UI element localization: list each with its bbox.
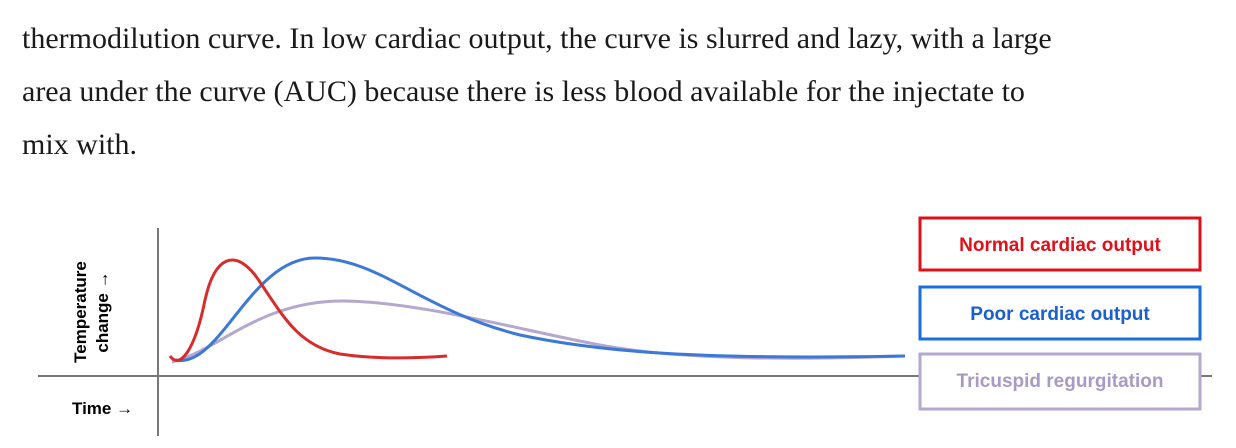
y-label-line: Temperature	[71, 261, 90, 363]
legend-box	[918, 216, 1202, 272]
legend-label: Tricuspid regurgitation	[957, 371, 1164, 392]
y-label: Temperature change →	[71, 261, 112, 363]
paragraph-line: area under the curve (AUC) because there…	[22, 75, 1025, 108]
legend-box	[918, 352, 1202, 411]
paragraph-line: thermodilution curve. In low cardiac out…	[22, 22, 1052, 55]
paragraph-line: mix with.	[22, 128, 138, 161]
curve-poor	[174, 256, 906, 362]
legend-label: Poor cardiac output	[970, 304, 1150, 325]
curve-tricuspid	[171, 299, 906, 364]
legend-label: Normal cardiac output	[959, 235, 1161, 256]
legend-box	[918, 285, 1202, 341]
y-label-line: change →	[93, 271, 112, 352]
curve-normal	[168, 258, 448, 362]
x-label: Time →	[72, 399, 133, 418]
